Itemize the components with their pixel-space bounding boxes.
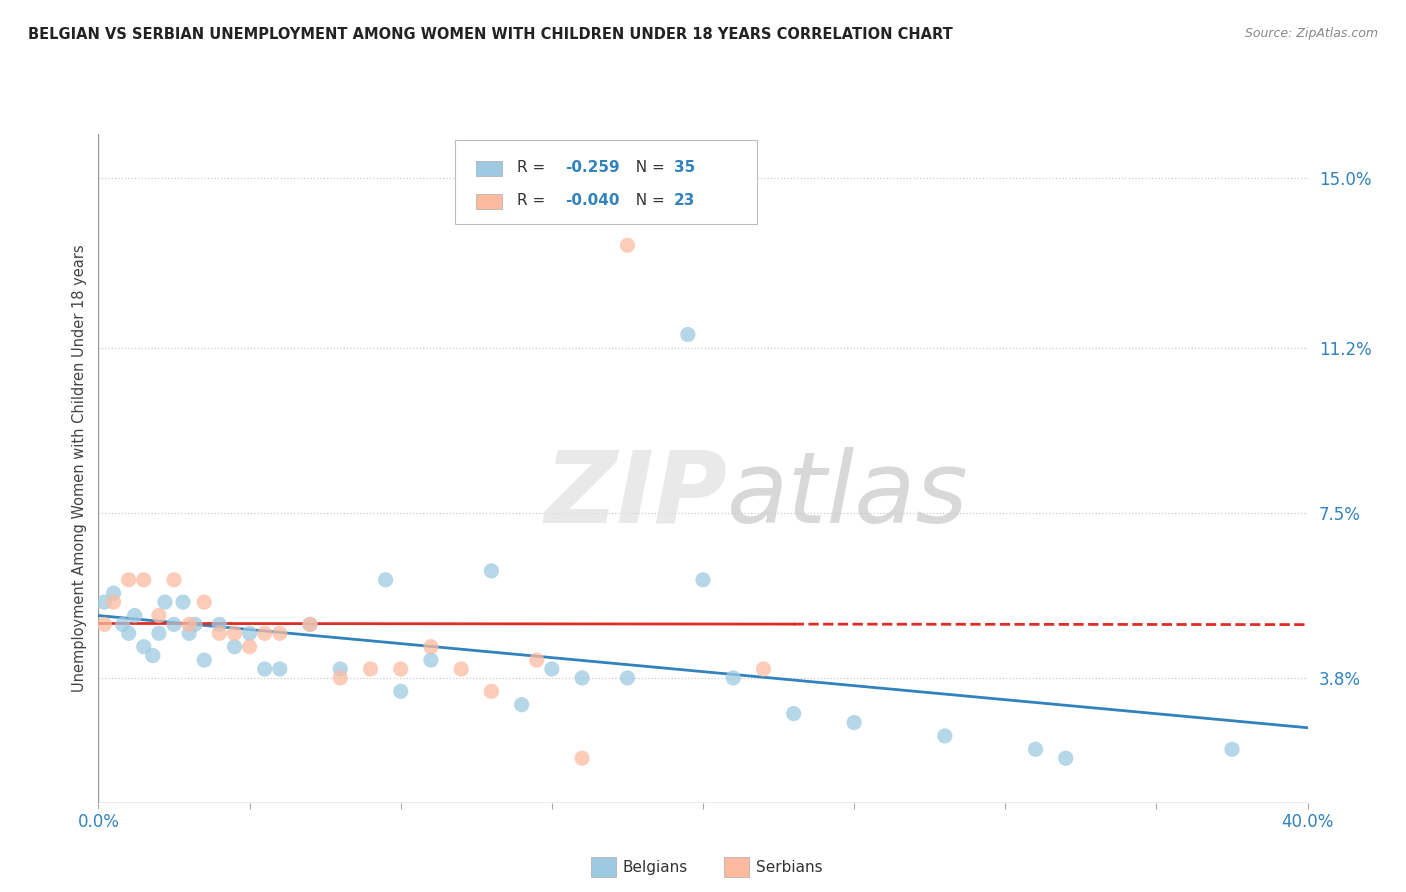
Point: [118, 573, 141, 587]
Point: [616, 671, 638, 685]
Point: [253, 626, 276, 640]
Point: [616, 238, 638, 252]
Point: [253, 662, 276, 676]
Point: [163, 617, 186, 632]
FancyBboxPatch shape: [475, 161, 502, 176]
Point: [1024, 742, 1046, 756]
Text: Serbians: Serbians: [756, 860, 823, 874]
Point: [132, 573, 155, 587]
Point: [132, 640, 155, 654]
Text: -0.040: -0.040: [565, 194, 620, 209]
Point: [269, 662, 291, 676]
Text: 35: 35: [673, 161, 695, 175]
Text: atlas: atlas: [727, 447, 969, 543]
Point: [118, 626, 141, 640]
Point: [239, 640, 262, 654]
Point: [299, 617, 322, 632]
Point: [208, 617, 231, 632]
Text: N =: N =: [626, 161, 669, 175]
Text: Source: ZipAtlas.com: Source: ZipAtlas.com: [1244, 27, 1378, 40]
Point: [163, 573, 186, 587]
Y-axis label: Unemployment Among Women with Children Under 18 years: Unemployment Among Women with Children U…: [72, 244, 87, 692]
Point: [934, 729, 956, 743]
Point: [481, 684, 503, 698]
Point: [124, 608, 146, 623]
Point: [420, 653, 443, 667]
Point: [389, 662, 412, 676]
Point: [540, 662, 562, 676]
Point: [153, 595, 176, 609]
Point: [239, 626, 262, 640]
Point: [723, 671, 745, 685]
Point: [93, 595, 115, 609]
Point: [193, 595, 215, 609]
Text: R =: R =: [517, 194, 550, 209]
Point: [420, 640, 443, 654]
Point: [224, 626, 246, 640]
Point: [172, 595, 194, 609]
Point: [179, 617, 201, 632]
Point: [179, 626, 201, 640]
Point: [526, 653, 548, 667]
Point: [103, 586, 125, 600]
Point: [299, 617, 322, 632]
Point: [148, 626, 170, 640]
Text: BELGIAN VS SERBIAN UNEMPLOYMENT AMONG WOMEN WITH CHILDREN UNDER 18 YEARS CORRELA: BELGIAN VS SERBIAN UNEMPLOYMENT AMONG WO…: [28, 27, 953, 42]
Text: R =: R =: [517, 161, 550, 175]
Text: -0.259: -0.259: [565, 161, 620, 175]
Text: 23: 23: [673, 194, 696, 209]
Point: [1220, 742, 1243, 756]
Point: [692, 573, 714, 587]
Point: [269, 626, 291, 640]
Point: [374, 573, 396, 587]
Point: [752, 662, 775, 676]
FancyBboxPatch shape: [475, 194, 502, 209]
Point: [1054, 751, 1077, 765]
Point: [142, 648, 165, 663]
Point: [450, 662, 472, 676]
Point: [103, 595, 125, 609]
Point: [481, 564, 503, 578]
Point: [184, 617, 207, 632]
Point: [329, 671, 352, 685]
Point: [844, 715, 866, 730]
Point: [676, 327, 699, 342]
Point: [93, 617, 115, 632]
Point: [783, 706, 806, 721]
Point: [208, 626, 231, 640]
Point: [111, 617, 134, 632]
Point: [360, 662, 382, 676]
Point: [193, 653, 215, 667]
Point: [329, 662, 352, 676]
Point: [389, 684, 412, 698]
FancyBboxPatch shape: [456, 141, 758, 224]
Point: [510, 698, 533, 712]
Text: Belgians: Belgians: [623, 860, 688, 874]
Text: N =: N =: [626, 194, 669, 209]
Point: [571, 671, 593, 685]
Point: [571, 751, 593, 765]
Point: [224, 640, 246, 654]
Point: [148, 608, 170, 623]
Text: ZIP: ZIP: [544, 447, 727, 543]
